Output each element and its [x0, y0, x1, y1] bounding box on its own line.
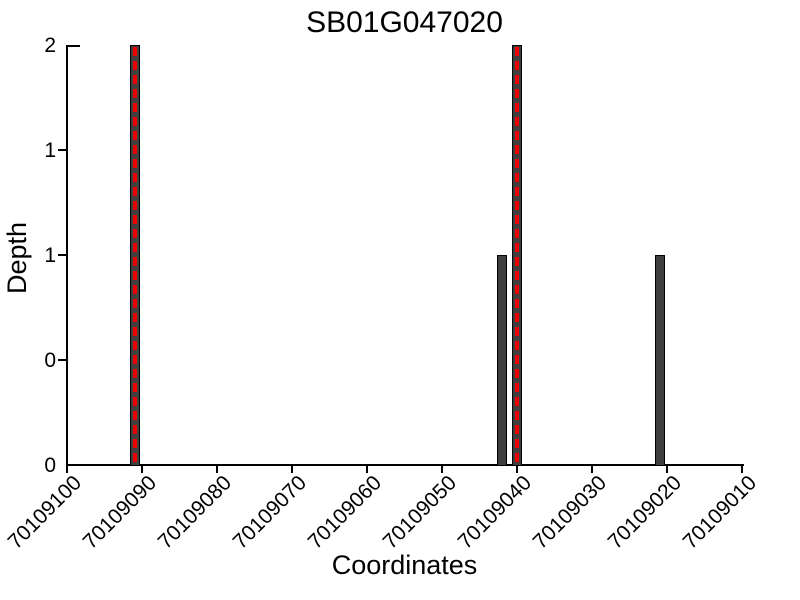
x-tick-mark	[516, 466, 518, 473]
y-tick-label: 1	[44, 139, 56, 162]
x-tick-mark	[216, 466, 218, 473]
y-tick-label: 1	[44, 244, 56, 267]
depth-bar	[654, 255, 665, 465]
depth-bar	[129, 45, 140, 465]
depth-bar	[497, 255, 507, 465]
y-tick-label: 0	[44, 349, 56, 372]
x-tick-mark	[66, 466, 68, 473]
x-axis-line	[66, 464, 744, 466]
x-tick-label: 70109030	[528, 471, 611, 554]
x-tick-mark	[666, 466, 668, 473]
depth-bar	[512, 45, 522, 465]
x-tick-mark	[441, 466, 443, 473]
y-tick-label: 0	[44, 454, 56, 477]
x-tick-label: 70109040	[453, 471, 536, 554]
x-tick-label: 70109050	[378, 471, 461, 554]
y-axis-title: Depth	[2, 221, 33, 295]
x-tick-label: 70109080	[153, 471, 236, 554]
x-tick-mark	[141, 466, 143, 473]
x-tick-label: 70109070	[228, 471, 311, 554]
y-axis-top-tick	[68, 45, 80, 47]
chart-title: SB01G047020	[306, 6, 503, 39]
x-tick-mark	[741, 466, 743, 473]
x-tick-label: 70109060	[303, 471, 386, 554]
y-tick-mark	[58, 254, 66, 256]
x-tick-mark	[291, 466, 293, 473]
y-axis-line	[66, 45, 68, 466]
y-tick-mark	[58, 359, 66, 361]
x-tick-label: 70109090	[78, 471, 161, 554]
x-axis-title: Coordinates	[331, 550, 478, 580]
x-tick-mark	[591, 466, 593, 473]
x-tick-label: 70109020	[603, 471, 686, 554]
x-tick-mark	[366, 466, 368, 473]
y-tick-mark	[58, 149, 66, 151]
y-tick-label: 2	[44, 34, 56, 57]
variant-marker-line	[515, 47, 519, 465]
x-tick-label: 70109010	[678, 471, 761, 554]
x-tick-label: 70109100	[3, 471, 86, 554]
variant-marker-line	[132, 47, 137, 465]
